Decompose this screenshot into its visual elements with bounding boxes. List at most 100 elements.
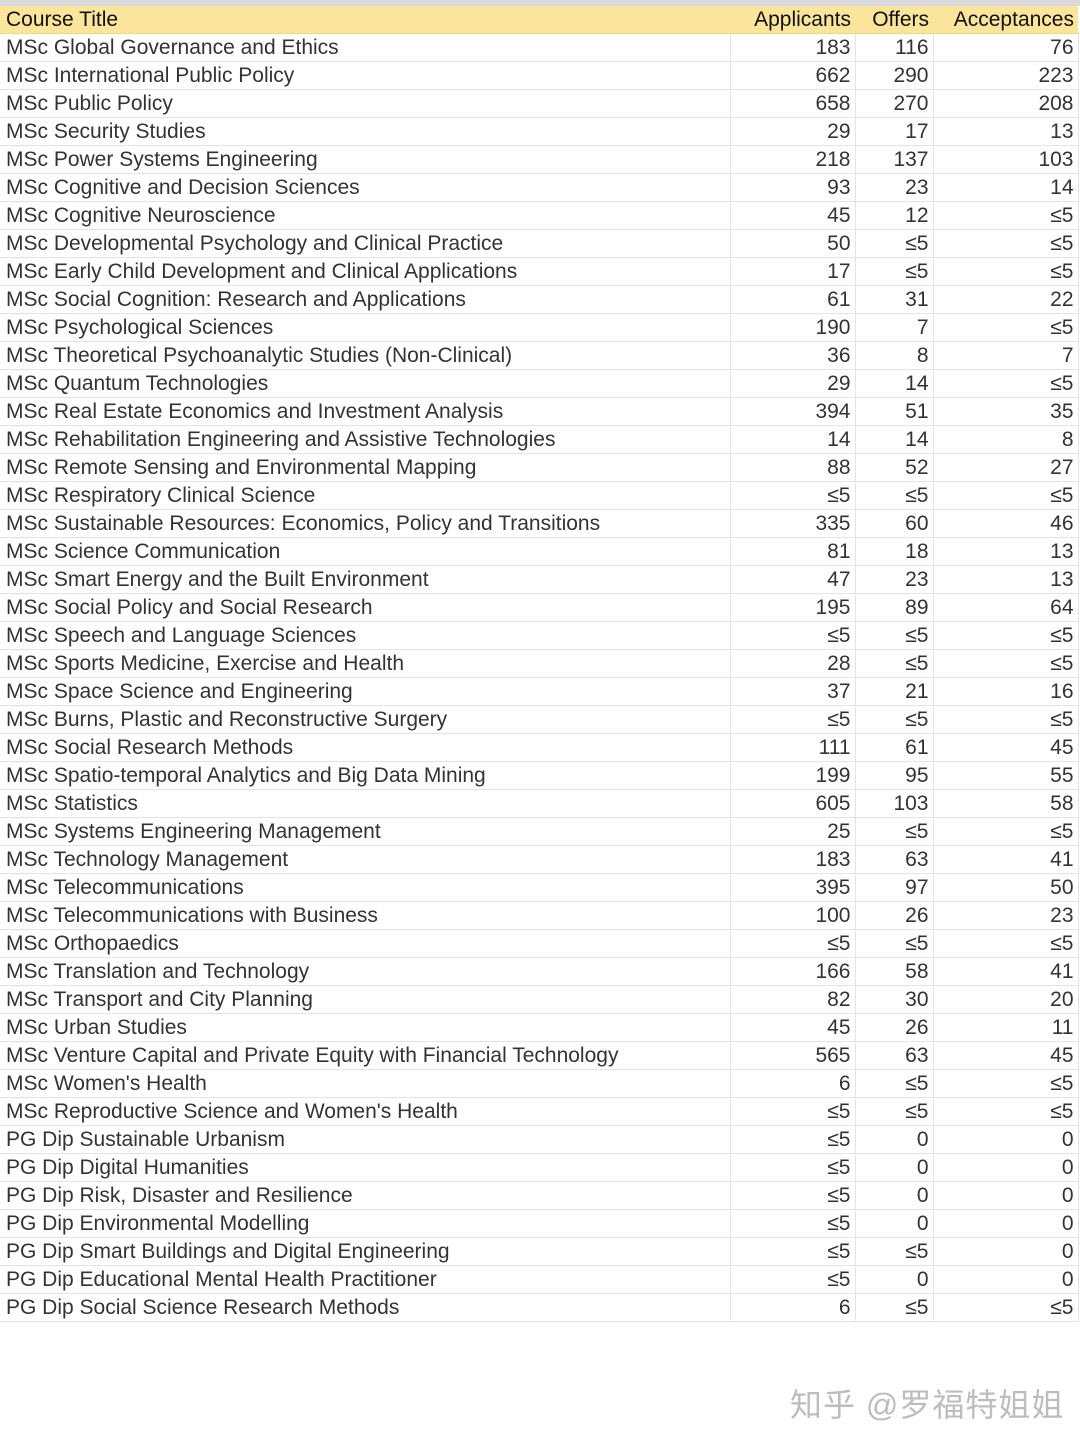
- cell-applicants[interactable]: 25: [730, 817, 856, 846]
- cell-acceptances[interactable]: 27: [933, 453, 1079, 482]
- cell-course-title[interactable]: MSc Reproductive Science and Women's Hea…: [0, 1097, 731, 1126]
- cell-course-title[interactable]: MSc Early Child Development and Clinical…: [0, 257, 731, 286]
- cell-acceptances[interactable]: 22: [933, 285, 1079, 314]
- cell-offers[interactable]: 270: [855, 89, 934, 118]
- cell-acceptances[interactable]: 0: [933, 1265, 1079, 1294]
- cell-offers[interactable]: ≤5: [855, 1097, 934, 1126]
- cell-applicants[interactable]: 195: [730, 593, 856, 622]
- cell-offers[interactable]: 23: [855, 173, 934, 202]
- cell-course-title[interactable]: MSc Social Research Methods: [0, 733, 731, 762]
- cell-applicants[interactable]: 190: [730, 313, 856, 342]
- cell-acceptances[interactable]: ≤5: [933, 369, 1079, 398]
- cell-acceptances[interactable]: 50: [933, 873, 1079, 902]
- cell-course-title[interactable]: MSc Smart Energy and the Built Environme…: [0, 565, 731, 594]
- cell-applicants[interactable]: 394: [730, 397, 856, 426]
- cell-applicants[interactable]: 88: [730, 453, 856, 482]
- cell-acceptances[interactable]: 41: [933, 957, 1079, 986]
- cell-applicants[interactable]: 37: [730, 677, 856, 706]
- cell-applicants[interactable]: 605: [730, 789, 856, 818]
- cell-course-title[interactable]: MSc Remote Sensing and Environmental Map…: [0, 453, 731, 482]
- cell-offers[interactable]: ≤5: [855, 621, 934, 650]
- cell-offers[interactable]: ≤5: [855, 1069, 934, 1098]
- cell-acceptances[interactable]: ≤5: [933, 929, 1079, 958]
- cell-acceptances[interactable]: 76: [933, 33, 1079, 62]
- cell-offers[interactable]: 21: [855, 677, 934, 706]
- cell-offers[interactable]: 95: [855, 761, 934, 790]
- cell-course-title[interactable]: MSc Public Policy: [0, 89, 731, 118]
- cell-course-title[interactable]: MSc Speech and Language Sciences: [0, 621, 731, 650]
- cell-applicants[interactable]: 658: [730, 89, 856, 118]
- cell-acceptances[interactable]: 46: [933, 509, 1079, 538]
- cell-applicants[interactable]: 111: [730, 733, 856, 762]
- cell-applicants[interactable]: 47: [730, 565, 856, 594]
- cell-course-title[interactable]: MSc Telecommunications with Business: [0, 901, 731, 930]
- cell-course-title[interactable]: MSc Quantum Technologies: [0, 369, 731, 398]
- cell-offers[interactable]: 89: [855, 593, 934, 622]
- cell-offers[interactable]: ≤5: [855, 1293, 934, 1322]
- cell-acceptances[interactable]: 45: [933, 733, 1079, 762]
- cell-acceptances[interactable]: 14: [933, 173, 1079, 202]
- cell-applicants[interactable]: ≤5: [730, 1181, 856, 1210]
- cell-offers[interactable]: ≤5: [855, 257, 934, 286]
- cell-offers[interactable]: 60: [855, 509, 934, 538]
- cell-applicants[interactable]: ≤5: [730, 1237, 856, 1266]
- cell-acceptances[interactable]: 0: [933, 1125, 1079, 1154]
- cell-applicants[interactable]: 218: [730, 145, 856, 174]
- cell-course-title[interactable]: MSc Power Systems Engineering: [0, 145, 731, 174]
- cell-offers[interactable]: 17: [855, 117, 934, 146]
- cell-offers[interactable]: ≤5: [855, 1237, 934, 1266]
- cell-course-title[interactable]: MSc Social Policy and Social Research: [0, 593, 731, 622]
- cell-course-title[interactable]: MSc Venture Capital and Private Equity w…: [0, 1041, 731, 1070]
- cell-acceptances[interactable]: 11: [933, 1013, 1079, 1042]
- cell-applicants[interactable]: 100: [730, 901, 856, 930]
- cell-course-title[interactable]: PG Dip Environmental Modelling: [0, 1209, 731, 1238]
- cell-course-title[interactable]: MSc Telecommunications: [0, 873, 731, 902]
- cell-applicants[interactable]: 335: [730, 509, 856, 538]
- cell-offers[interactable]: 8: [855, 341, 934, 370]
- cell-acceptances[interactable]: ≤5: [933, 257, 1079, 286]
- cell-offers[interactable]: 26: [855, 901, 934, 930]
- cell-course-title[interactable]: MSc Real Estate Economics and Investment…: [0, 397, 731, 426]
- cell-offers[interactable]: 290: [855, 61, 934, 90]
- cell-offers[interactable]: 63: [855, 845, 934, 874]
- cell-offers[interactable]: 12: [855, 201, 934, 230]
- cell-offers[interactable]: 0: [855, 1181, 934, 1210]
- cell-offers[interactable]: 97: [855, 873, 934, 902]
- cell-applicants[interactable]: 17: [730, 257, 856, 286]
- cell-applicants[interactable]: 45: [730, 201, 856, 230]
- cell-course-title[interactable]: MSc Sports Medicine, Exercise and Health: [0, 649, 731, 678]
- cell-acceptances[interactable]: 0: [933, 1153, 1079, 1182]
- cell-course-title[interactable]: MSc Science Communication: [0, 537, 731, 566]
- cell-course-title[interactable]: MSc Transport and City Planning: [0, 985, 731, 1014]
- cell-course-title[interactable]: MSc Respiratory Clinical Science: [0, 481, 731, 510]
- cell-applicants[interactable]: 14: [730, 425, 856, 454]
- cell-course-title[interactable]: PG Dip Risk, Disaster and Resilience: [0, 1181, 731, 1210]
- cell-acceptances[interactable]: 16: [933, 677, 1079, 706]
- cell-acceptances[interactable]: 223: [933, 61, 1079, 90]
- cell-offers[interactable]: 51: [855, 397, 934, 426]
- cell-course-title[interactable]: MSc Psychological Sciences: [0, 313, 731, 342]
- cell-applicants[interactable]: ≤5: [730, 705, 856, 734]
- cell-offers[interactable]: ≤5: [855, 817, 934, 846]
- cell-applicants[interactable]: 93: [730, 173, 856, 202]
- cell-offers[interactable]: 61: [855, 733, 934, 762]
- cell-offers[interactable]: 30: [855, 985, 934, 1014]
- cell-acceptances[interactable]: ≤5: [933, 1069, 1079, 1098]
- cell-acceptances[interactable]: 35: [933, 397, 1079, 426]
- cell-course-title[interactable]: PG Dip Smart Buildings and Digital Engin…: [0, 1237, 731, 1266]
- cell-acceptances[interactable]: 0: [933, 1181, 1079, 1210]
- cell-course-title[interactable]: MSc Security Studies: [0, 117, 731, 146]
- cell-course-title[interactable]: MSc Space Science and Engineering: [0, 677, 731, 706]
- cell-acceptances[interactable]: 13: [933, 537, 1079, 566]
- cell-course-title[interactable]: MSc Social Cognition: Research and Appli…: [0, 285, 731, 314]
- cell-applicants[interactable]: 565: [730, 1041, 856, 1070]
- cell-course-title[interactable]: MSc Burns, Plastic and Reconstructive Su…: [0, 705, 731, 734]
- cell-offers[interactable]: ≤5: [855, 229, 934, 258]
- cell-course-title[interactable]: MSc Global Governance and Ethics: [0, 33, 731, 62]
- cell-acceptances[interactable]: 0: [933, 1237, 1079, 1266]
- cell-offers[interactable]: 103: [855, 789, 934, 818]
- cell-acceptances[interactable]: ≤5: [933, 705, 1079, 734]
- cell-applicants[interactable]: 395: [730, 873, 856, 902]
- cell-acceptances[interactable]: ≤5: [933, 229, 1079, 258]
- header-applicants[interactable]: Applicants: [730, 6, 855, 34]
